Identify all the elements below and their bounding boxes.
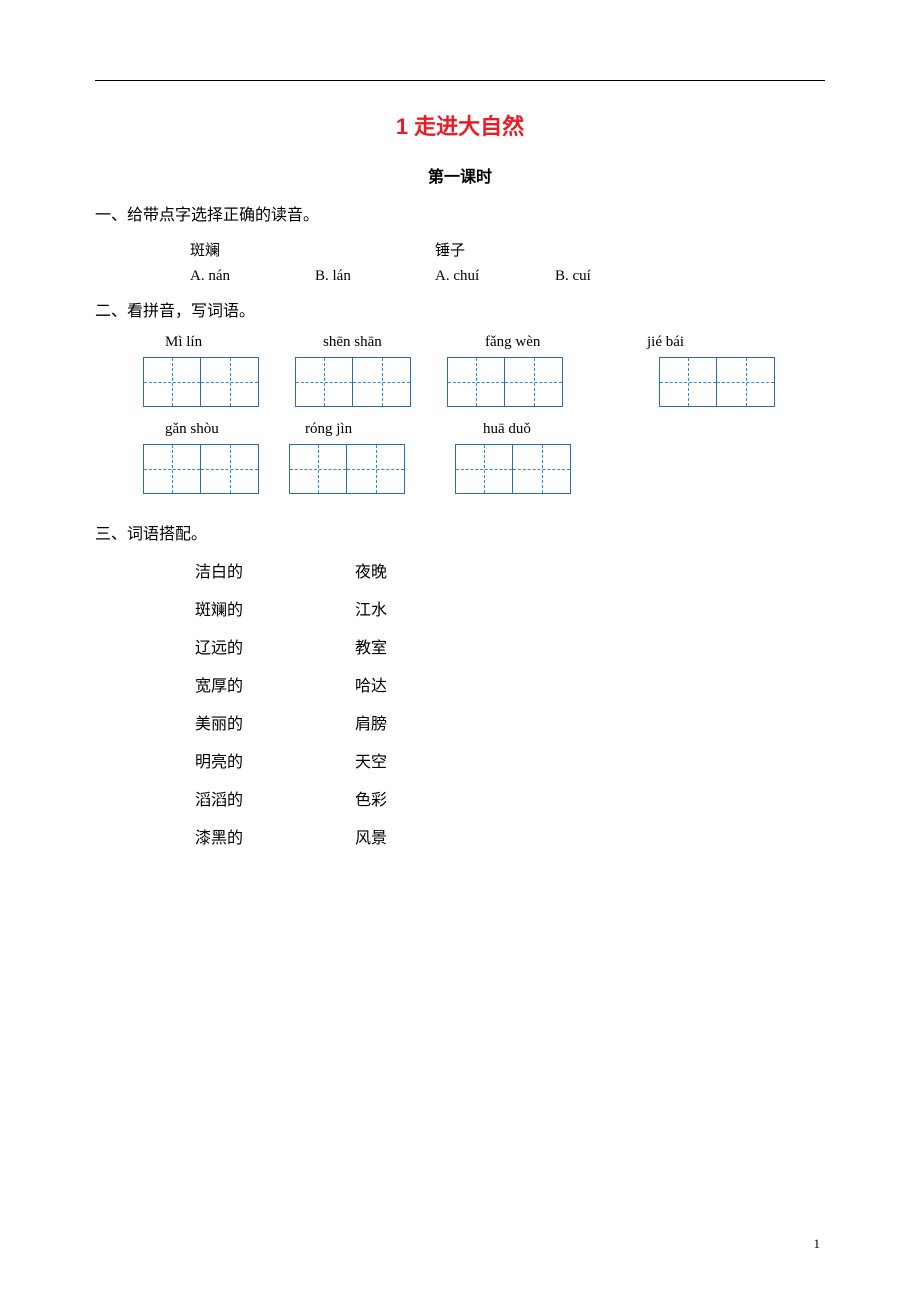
char-box[interactable] [347, 444, 405, 494]
match-left: 明亮的 [195, 748, 355, 772]
char-box[interactable] [455, 444, 513, 494]
q2-boxes-row2 [143, 444, 825, 494]
char-box[interactable] [143, 444, 201, 494]
page-content: 1 走进大自然 第一课时 一、给带点字选择正确的读音。 斑斓 锤子 A. nán… [0, 0, 920, 902]
match-right: 肩膀 [355, 710, 387, 734]
word-box-pair [143, 357, 259, 407]
pinyin-cell: huā duǒ [483, 421, 531, 438]
char-box[interactable] [143, 357, 201, 407]
match-right: 色彩 [355, 786, 387, 810]
q1-opt-right-b: B. cuí [555, 268, 591, 285]
q1-opt-right-a: A. chuí [435, 268, 555, 285]
pinyin-cell: gǎn shòu [165, 421, 305, 438]
word-box-pair [295, 357, 411, 407]
match-right: 夜晚 [355, 558, 387, 582]
match-left: 宽厚的 [195, 672, 355, 696]
char-box[interactable] [659, 357, 717, 407]
char-box[interactable] [295, 357, 353, 407]
match-row: 斑斓的江水 [195, 596, 825, 620]
char-box[interactable] [201, 444, 259, 494]
match-row: 滔滔的色彩 [195, 786, 825, 810]
top-rule [95, 80, 825, 81]
q2-boxes-row1 [143, 357, 825, 407]
word-box-pair [447, 357, 563, 407]
q2-heading: 二、看拼音，写词语。 [95, 299, 825, 325]
match-left: 辽远的 [195, 634, 355, 658]
pinyin-cell: róng jìn [305, 421, 483, 438]
match-left: 漆黑的 [195, 824, 355, 848]
match-left: 滔滔的 [195, 786, 355, 810]
q1-heading: 一、给带点字选择正确的读音。 [95, 203, 825, 229]
match-left: 美丽的 [195, 710, 355, 734]
char-box[interactable] [353, 357, 411, 407]
match-row: 辽远的教室 [195, 634, 825, 658]
q2-pinyin-row1: Mì lín shēn shān fǎng wèn jié bái [165, 334, 825, 351]
q2-pinyin-row2: gǎn shòu róng jìn huā duǒ [165, 421, 825, 438]
match-row: 洁白的夜晚 [195, 558, 825, 582]
word-box-pair [455, 444, 571, 494]
lesson-title: 1 走进大自然 [95, 109, 825, 141]
q1-word-2: 锤子 [435, 239, 465, 260]
char-box[interactable] [505, 357, 563, 407]
char-box[interactable] [447, 357, 505, 407]
match-row: 漆黑的风景 [195, 824, 825, 848]
match-right: 教室 [355, 634, 387, 658]
q3-heading: 三、词语搭配。 [95, 522, 825, 548]
char-box[interactable] [513, 444, 571, 494]
q1-word-1: 斑斓 [190, 239, 435, 260]
match-right: 江水 [355, 596, 387, 620]
word-box-pair [289, 444, 405, 494]
match-row: 美丽的肩膀 [195, 710, 825, 734]
match-row: 宽厚的哈达 [195, 672, 825, 696]
lesson-subtitle: 第一课时 [95, 163, 825, 187]
pinyin-cell: jié bái [647, 334, 684, 351]
match-left: 斑斓的 [195, 596, 355, 620]
match-right: 天空 [355, 748, 387, 772]
char-box[interactable] [289, 444, 347, 494]
match-right: 风景 [355, 824, 387, 848]
match-left: 洁白的 [195, 558, 355, 582]
q1-opt-left-a: A. nán [190, 268, 315, 285]
pinyin-cell: fǎng wèn [485, 334, 647, 351]
pinyin-cell: Mì lín [165, 334, 323, 351]
word-box-pair [659, 357, 775, 407]
char-box[interactable] [201, 357, 259, 407]
match-right: 哈达 [355, 672, 387, 696]
char-box[interactable] [717, 357, 775, 407]
pinyin-cell: shēn shān [323, 334, 485, 351]
q1-words-row: 斑斓 锤子 [190, 239, 825, 260]
q1-options-row: A. nán B. lán A. chuí B. cuí [190, 268, 825, 285]
match-row: 明亮的天空 [195, 748, 825, 772]
word-box-pair [143, 444, 259, 494]
q1-opt-left-b: B. lán [315, 268, 435, 285]
page-number: 1 [814, 1236, 821, 1252]
